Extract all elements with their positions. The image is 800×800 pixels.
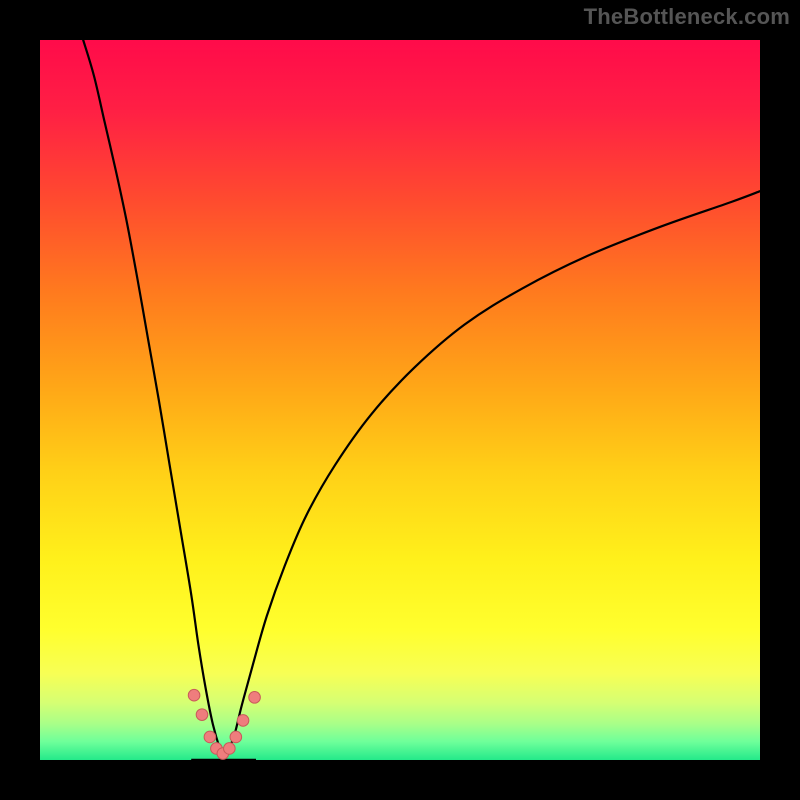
marker-point	[237, 715, 249, 727]
marker-point	[249, 692, 261, 704]
marker-point	[188, 689, 200, 701]
marker-point	[196, 709, 208, 721]
watermark-text: TheBottleneck.com	[584, 4, 790, 30]
marker-point	[230, 731, 242, 743]
chart-container: TheBottleneck.com	[0, 0, 800, 800]
plot-background	[40, 40, 760, 760]
marker-point	[224, 743, 236, 755]
bottleneck-chart	[0, 0, 800, 800]
marker-point	[204, 731, 216, 743]
